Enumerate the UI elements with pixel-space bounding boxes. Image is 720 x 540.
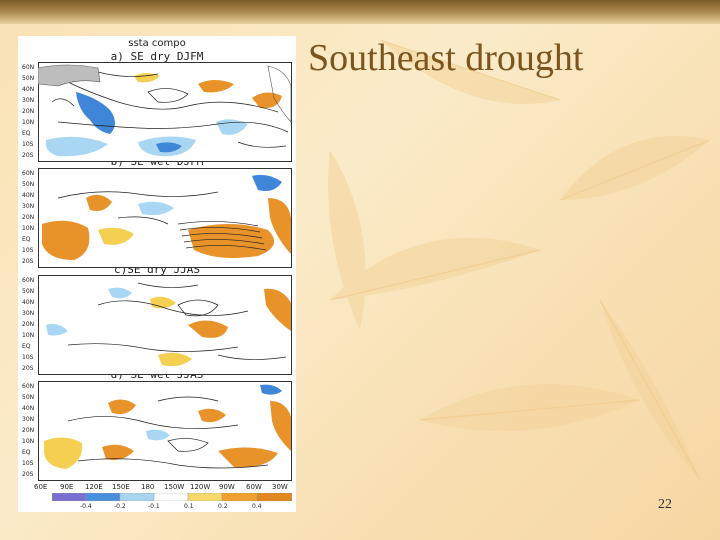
- lat-label: 60N: [22, 383, 35, 390]
- colorbar-swatch: [153, 493, 189, 501]
- lat-label: 60N: [22, 170, 35, 177]
- lat-label: 50N: [22, 181, 35, 188]
- lon-label: 30W: [272, 483, 288, 491]
- lat-label: 40N: [22, 86, 35, 93]
- lat-label: 20S: [22, 365, 34, 372]
- lat-label: 20S: [22, 152, 34, 159]
- lon-label: 150W: [164, 483, 185, 491]
- colorbar-swatch: [221, 493, 258, 501]
- colorbar-tick: -0.1: [148, 503, 160, 510]
- colorbar-swatch: [256, 493, 292, 501]
- map-panel-c: [38, 275, 292, 375]
- top-bar: [0, 0, 720, 24]
- colorbar-tick: 0.4: [252, 503, 262, 510]
- colorbar: [52, 493, 292, 501]
- lat-label: 30N: [22, 310, 35, 317]
- lat-label: 30N: [22, 203, 35, 210]
- lat-label: 10N: [22, 225, 35, 232]
- lat-label: 10S: [22, 141, 34, 148]
- lon-label: 150E: [112, 483, 130, 491]
- colorbar-tick: -0.2: [114, 503, 126, 510]
- lon-label: 60W: [246, 483, 262, 491]
- map-panel-a: [38, 62, 292, 162]
- ssta-composite-figure: ssta compo a) SE dry DJFM b) SE wet DJFM…: [18, 36, 296, 512]
- slide-title: Southeast drought: [308, 37, 584, 79]
- colorbar-tick: 0.2: [218, 503, 228, 510]
- colorbar-tick: -0.4: [80, 503, 92, 510]
- colorbar-swatch: [52, 493, 87, 501]
- lat-label: 10S: [22, 354, 34, 361]
- lat-label: 20N: [22, 321, 35, 328]
- lat-label: 30N: [22, 416, 35, 423]
- page-number: 22: [658, 497, 672, 512]
- lat-label: 50N: [22, 394, 35, 401]
- colorbar-swatch: [119, 493, 155, 501]
- lat-label: 20N: [22, 108, 35, 115]
- lat-label: 20N: [22, 427, 35, 434]
- lat-label: 40N: [22, 299, 35, 306]
- lat-label: 10S: [22, 247, 34, 254]
- lat-label: 50N: [22, 75, 35, 82]
- colorbar-swatch: [187, 493, 223, 501]
- lat-label: EQ: [22, 343, 31, 350]
- map-panel-b: [38, 168, 292, 268]
- colorbar-swatch: [85, 493, 121, 501]
- lat-label: 60N: [22, 277, 35, 284]
- lon-label: 120W: [190, 483, 211, 491]
- lat-label: 20S: [22, 258, 34, 265]
- lat-label: 10N: [22, 332, 35, 339]
- lat-label: EQ: [22, 236, 31, 243]
- lat-label: 40N: [22, 405, 35, 412]
- lat-label: EQ: [22, 449, 31, 456]
- lat-label: 50N: [22, 288, 35, 295]
- lat-label: 10N: [22, 119, 35, 126]
- lat-label: EQ: [22, 130, 31, 137]
- map-panel-d: [38, 381, 292, 481]
- lat-label: 10S: [22, 460, 34, 467]
- lon-label: 90E: [60, 483, 74, 491]
- lat-label: 20N: [22, 214, 35, 221]
- lat-label: 40N: [22, 192, 35, 199]
- lat-label: 30N: [22, 97, 35, 104]
- lat-label: 60N: [22, 64, 35, 71]
- lat-label: 10N: [22, 438, 35, 445]
- figure-heading: ssta compo: [128, 38, 186, 49]
- lon-label: 120E: [85, 483, 103, 491]
- lon-label: 180: [141, 483, 155, 491]
- lon-label: 90W: [219, 483, 235, 491]
- colorbar-tick: 0.1: [184, 503, 194, 510]
- lon-label: 60E: [34, 483, 48, 491]
- panel-label-a: a) SE dry DJFM: [110, 50, 204, 63]
- lat-label: 20S: [22, 471, 34, 478]
